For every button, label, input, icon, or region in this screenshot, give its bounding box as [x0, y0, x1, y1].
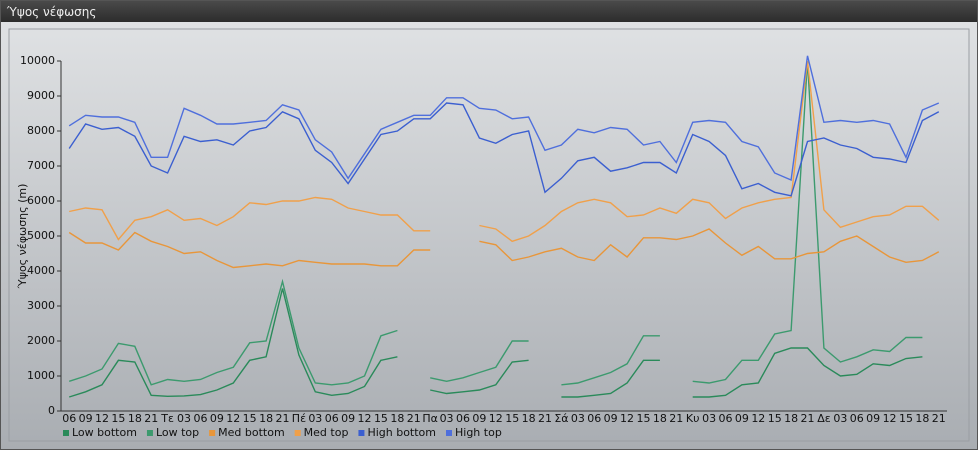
x-tick-label: 06	[456, 412, 470, 425]
x-tick-label: 12	[95, 412, 109, 425]
x-tick-label: 15	[505, 412, 519, 425]
x-tick-label: 03	[308, 412, 322, 425]
x-tick-label: 12	[751, 412, 765, 425]
x-tick-label: 21	[407, 412, 421, 425]
x-tick-label: Πα	[422, 412, 438, 425]
x-tick-label: 21	[669, 412, 683, 425]
x-tick-label: 03	[440, 412, 454, 425]
x-tick-label: Τε	[160, 412, 174, 425]
x-tick-label: 12	[226, 412, 240, 425]
y-tick-label: 9000	[27, 89, 55, 102]
legend-label: High top	[455, 426, 502, 439]
x-tick-label: 21	[538, 412, 552, 425]
x-tick-label: 03	[177, 412, 191, 425]
x-tick-label: 21	[932, 412, 946, 425]
x-tick-label: 09	[210, 412, 224, 425]
chart: Ύψος νέφωσης (m) 0 1000 2000 3000 4000 5000 60…	[8, 28, 970, 442]
y-tick-label: 6000	[27, 194, 55, 207]
x-tick-label: 09	[79, 412, 93, 425]
legend-label: Low bottom	[72, 426, 137, 439]
x-tick-label: 06	[62, 412, 76, 425]
x-tick-label: 06	[325, 412, 339, 425]
x-tick-label: 18	[915, 412, 929, 425]
legend-swatch	[146, 430, 153, 436]
y-tick-label: 3000	[27, 299, 55, 312]
y-tick-label: 5000	[27, 229, 55, 242]
line-series	[68, 228, 940, 269]
x-tick-label: 03	[833, 412, 847, 425]
y-tick-label: 1000	[27, 369, 55, 382]
legend-label: High bottom	[367, 426, 436, 439]
x-tick-label: 15	[899, 412, 913, 425]
y-axis-label: Ύψος νέφωσης (m)	[16, 184, 29, 290]
x-tick-label: 21	[801, 412, 815, 425]
title-bar: Ύψος νέφωσης	[1, 1, 977, 22]
y-tick-label: 8000	[27, 124, 55, 137]
y-tick-label: 7000	[27, 159, 55, 172]
y-tick-label: 10000	[20, 54, 55, 67]
window-title: Ύψος νέφωσης	[7, 5, 97, 19]
x-tick-label: Κυ	[686, 412, 700, 425]
legend-swatch	[294, 430, 301, 436]
line-series	[68, 102, 940, 197]
x-tick-label: 18	[128, 412, 142, 425]
x-tick-label: 15	[768, 412, 782, 425]
legend-label: Low top	[156, 426, 199, 439]
x-tick-label: 18	[390, 412, 404, 425]
x-tick-label: 15	[243, 412, 257, 425]
legend-swatch	[358, 430, 365, 436]
y-tick-label: 0	[48, 404, 55, 417]
x-tick-label: 12	[620, 412, 634, 425]
x-tick-label: 09	[735, 412, 749, 425]
legend-swatch	[209, 430, 216, 436]
line-series	[68, 288, 923, 398]
x-tick-label: 18	[522, 412, 536, 425]
line-series	[68, 60, 923, 386]
line-series	[68, 55, 940, 182]
x-tick-label: 18	[259, 412, 273, 425]
legend-swatch	[446, 430, 452, 436]
x-tick-label: 21	[144, 412, 158, 425]
x-tick-label: Δε	[817, 412, 831, 425]
x-tick-label: 03	[571, 412, 585, 425]
x-tick-label: 09	[472, 412, 486, 425]
x-tick-label: 15	[374, 412, 388, 425]
x-tick-label: 06	[587, 412, 601, 425]
x-tick-label: 09	[604, 412, 618, 425]
line-series	[69, 60, 940, 243]
x-tick-label: 09	[341, 412, 355, 425]
y-tick-label: 4000	[27, 264, 55, 277]
x-tick-label: 06	[850, 412, 864, 425]
y-tick-label: 2000	[27, 334, 55, 347]
x-tick-label: 18	[653, 412, 667, 425]
x-tick-label: 06	[193, 412, 207, 425]
x-tick-label: 09	[866, 412, 880, 425]
x-tick-label: Πέ	[292, 412, 306, 425]
x-tick-label: 06	[719, 412, 733, 425]
x-tick-label: Σά	[554, 412, 568, 425]
x-tick-label: 15	[636, 412, 650, 425]
x-tick-label: 12	[489, 412, 503, 425]
legend-swatch	[63, 430, 69, 436]
x-tick-label: 21	[276, 412, 290, 425]
x-tick-label: 12	[883, 412, 897, 425]
chart-frame	[8, 28, 970, 442]
x-tick-label: 03	[702, 412, 716, 425]
x-tick-label: 18	[784, 412, 798, 425]
legend-label: Med top	[304, 426, 349, 439]
x-tick-label: 15	[111, 412, 125, 425]
x-tick-label: 12	[358, 412, 372, 425]
legend-label: Med bottom	[218, 426, 285, 439]
